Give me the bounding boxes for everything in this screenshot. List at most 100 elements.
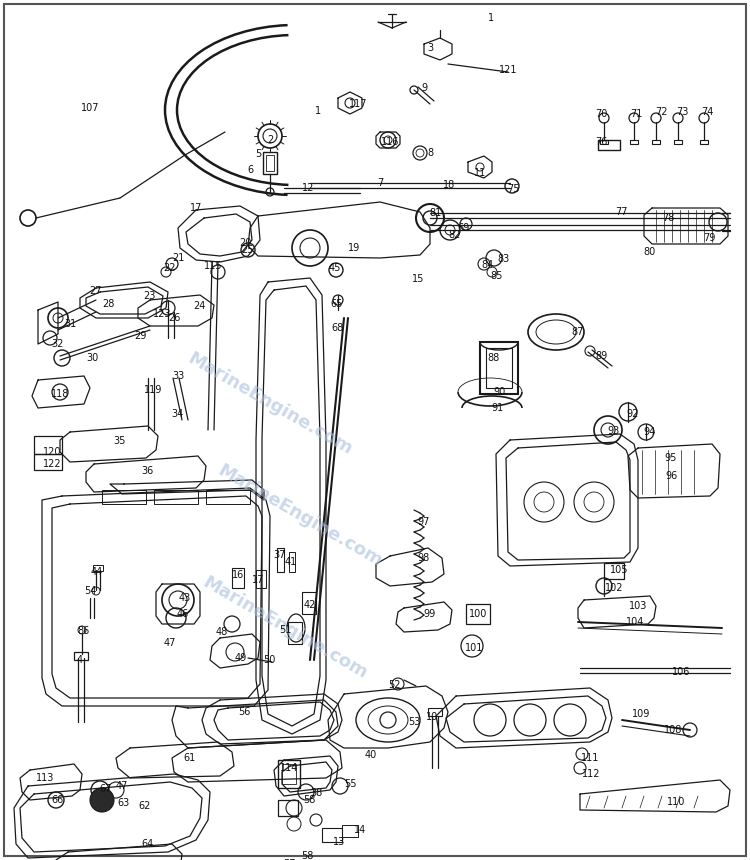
Text: 70: 70	[595, 109, 608, 119]
Text: 13: 13	[333, 837, 345, 847]
Text: 14: 14	[354, 825, 366, 835]
Bar	[277, 548, 284, 572]
Text: 118: 118	[51, 389, 69, 399]
Bar	[630, 140, 638, 144]
Text: 51: 51	[279, 625, 291, 635]
Text: 83: 83	[498, 254, 510, 264]
Text: 41: 41	[285, 557, 297, 567]
Text: 8: 8	[427, 148, 433, 158]
Text: 88: 88	[488, 353, 500, 363]
Text: 31: 31	[64, 319, 76, 329]
Text: 58: 58	[301, 851, 313, 860]
Text: 78: 78	[662, 213, 674, 223]
Bar	[154, 490, 198, 504]
Text: 7: 7	[376, 178, 383, 188]
Bar	[322, 828, 342, 842]
Bar	[652, 140, 660, 144]
Text: 47: 47	[116, 781, 128, 791]
Text: 56: 56	[238, 707, 250, 717]
Text: 69: 69	[457, 223, 470, 233]
Bar	[480, 342, 518, 394]
Text: 93: 93	[607, 426, 619, 436]
Text: 44: 44	[91, 567, 103, 577]
Text: 72: 72	[655, 107, 668, 117]
Text: 24: 24	[193, 301, 206, 311]
Bar	[342, 825, 358, 837]
Bar	[302, 592, 316, 614]
Text: 80: 80	[643, 247, 656, 257]
Bar	[34, 436, 62, 454]
Text: 122: 122	[43, 459, 62, 469]
Bar	[93, 565, 103, 571]
Text: 87: 87	[572, 327, 584, 337]
Text: 6: 6	[247, 165, 253, 175]
Text: 111: 111	[580, 753, 599, 763]
Text: 28: 28	[102, 299, 114, 309]
Text: 49: 49	[235, 653, 248, 663]
Text: 62: 62	[139, 801, 152, 811]
Text: 19: 19	[348, 243, 360, 253]
Text: 17: 17	[190, 203, 202, 213]
Text: 117: 117	[349, 99, 368, 109]
Text: 112: 112	[582, 769, 600, 779]
Text: 89: 89	[596, 351, 608, 361]
Text: 79: 79	[703, 233, 715, 243]
Text: 82: 82	[448, 230, 461, 240]
Bar	[674, 140, 682, 144]
Bar	[34, 454, 62, 470]
Text: 102: 102	[604, 583, 623, 593]
Text: 92: 92	[627, 409, 639, 419]
Text: 116: 116	[381, 137, 399, 147]
Text: 61: 61	[184, 753, 196, 763]
Text: 53: 53	[408, 717, 420, 727]
Text: 119: 119	[144, 385, 162, 395]
Circle shape	[90, 788, 114, 812]
Text: 37: 37	[273, 550, 285, 560]
Text: 71: 71	[630, 109, 642, 119]
Bar	[206, 490, 250, 504]
Text: 103: 103	[628, 601, 647, 611]
Text: 97: 97	[418, 517, 430, 527]
Text: 55: 55	[344, 779, 356, 789]
Bar	[486, 348, 512, 388]
Text: 67: 67	[100, 784, 112, 794]
Text: 29: 29	[134, 331, 146, 341]
Text: 20: 20	[238, 238, 251, 248]
Text: 5: 5	[255, 149, 261, 159]
Bar	[600, 140, 608, 144]
Text: 48: 48	[216, 627, 228, 637]
Text: 85: 85	[490, 271, 503, 281]
Text: 63: 63	[117, 798, 129, 808]
Text: 115: 115	[204, 261, 222, 271]
Text: 98: 98	[417, 553, 429, 563]
Text: 77: 77	[615, 207, 627, 217]
Text: 1: 1	[315, 106, 321, 116]
Text: 16: 16	[232, 570, 244, 580]
Text: 21: 21	[172, 253, 184, 263]
Bar	[604, 563, 624, 579]
Text: 64: 64	[142, 839, 154, 849]
Text: 3: 3	[427, 43, 433, 53]
Text: 84: 84	[482, 260, 494, 270]
Text: 86: 86	[78, 626, 90, 636]
Bar	[266, 155, 274, 171]
Text: 1: 1	[488, 13, 494, 23]
Bar	[700, 140, 708, 144]
Text: 113: 113	[36, 773, 54, 783]
Text: 34: 34	[171, 409, 183, 419]
Text: 68: 68	[332, 323, 344, 333]
Text: 104: 104	[626, 617, 644, 627]
Text: 11: 11	[474, 168, 486, 178]
Text: MarineEngine.com: MarineEngine.com	[214, 462, 386, 570]
Text: 23: 23	[142, 291, 155, 301]
Text: 32: 32	[52, 339, 64, 349]
Text: 91: 91	[490, 403, 503, 413]
Text: 10: 10	[426, 712, 438, 722]
Text: 108: 108	[664, 725, 682, 735]
Bar	[263, 152, 277, 174]
Text: 9: 9	[421, 83, 427, 93]
Text: 106: 106	[672, 667, 690, 677]
Text: MarineEngine.com: MarineEngine.com	[184, 350, 356, 458]
Text: 43: 43	[178, 593, 191, 603]
Text: 50: 50	[262, 655, 275, 665]
